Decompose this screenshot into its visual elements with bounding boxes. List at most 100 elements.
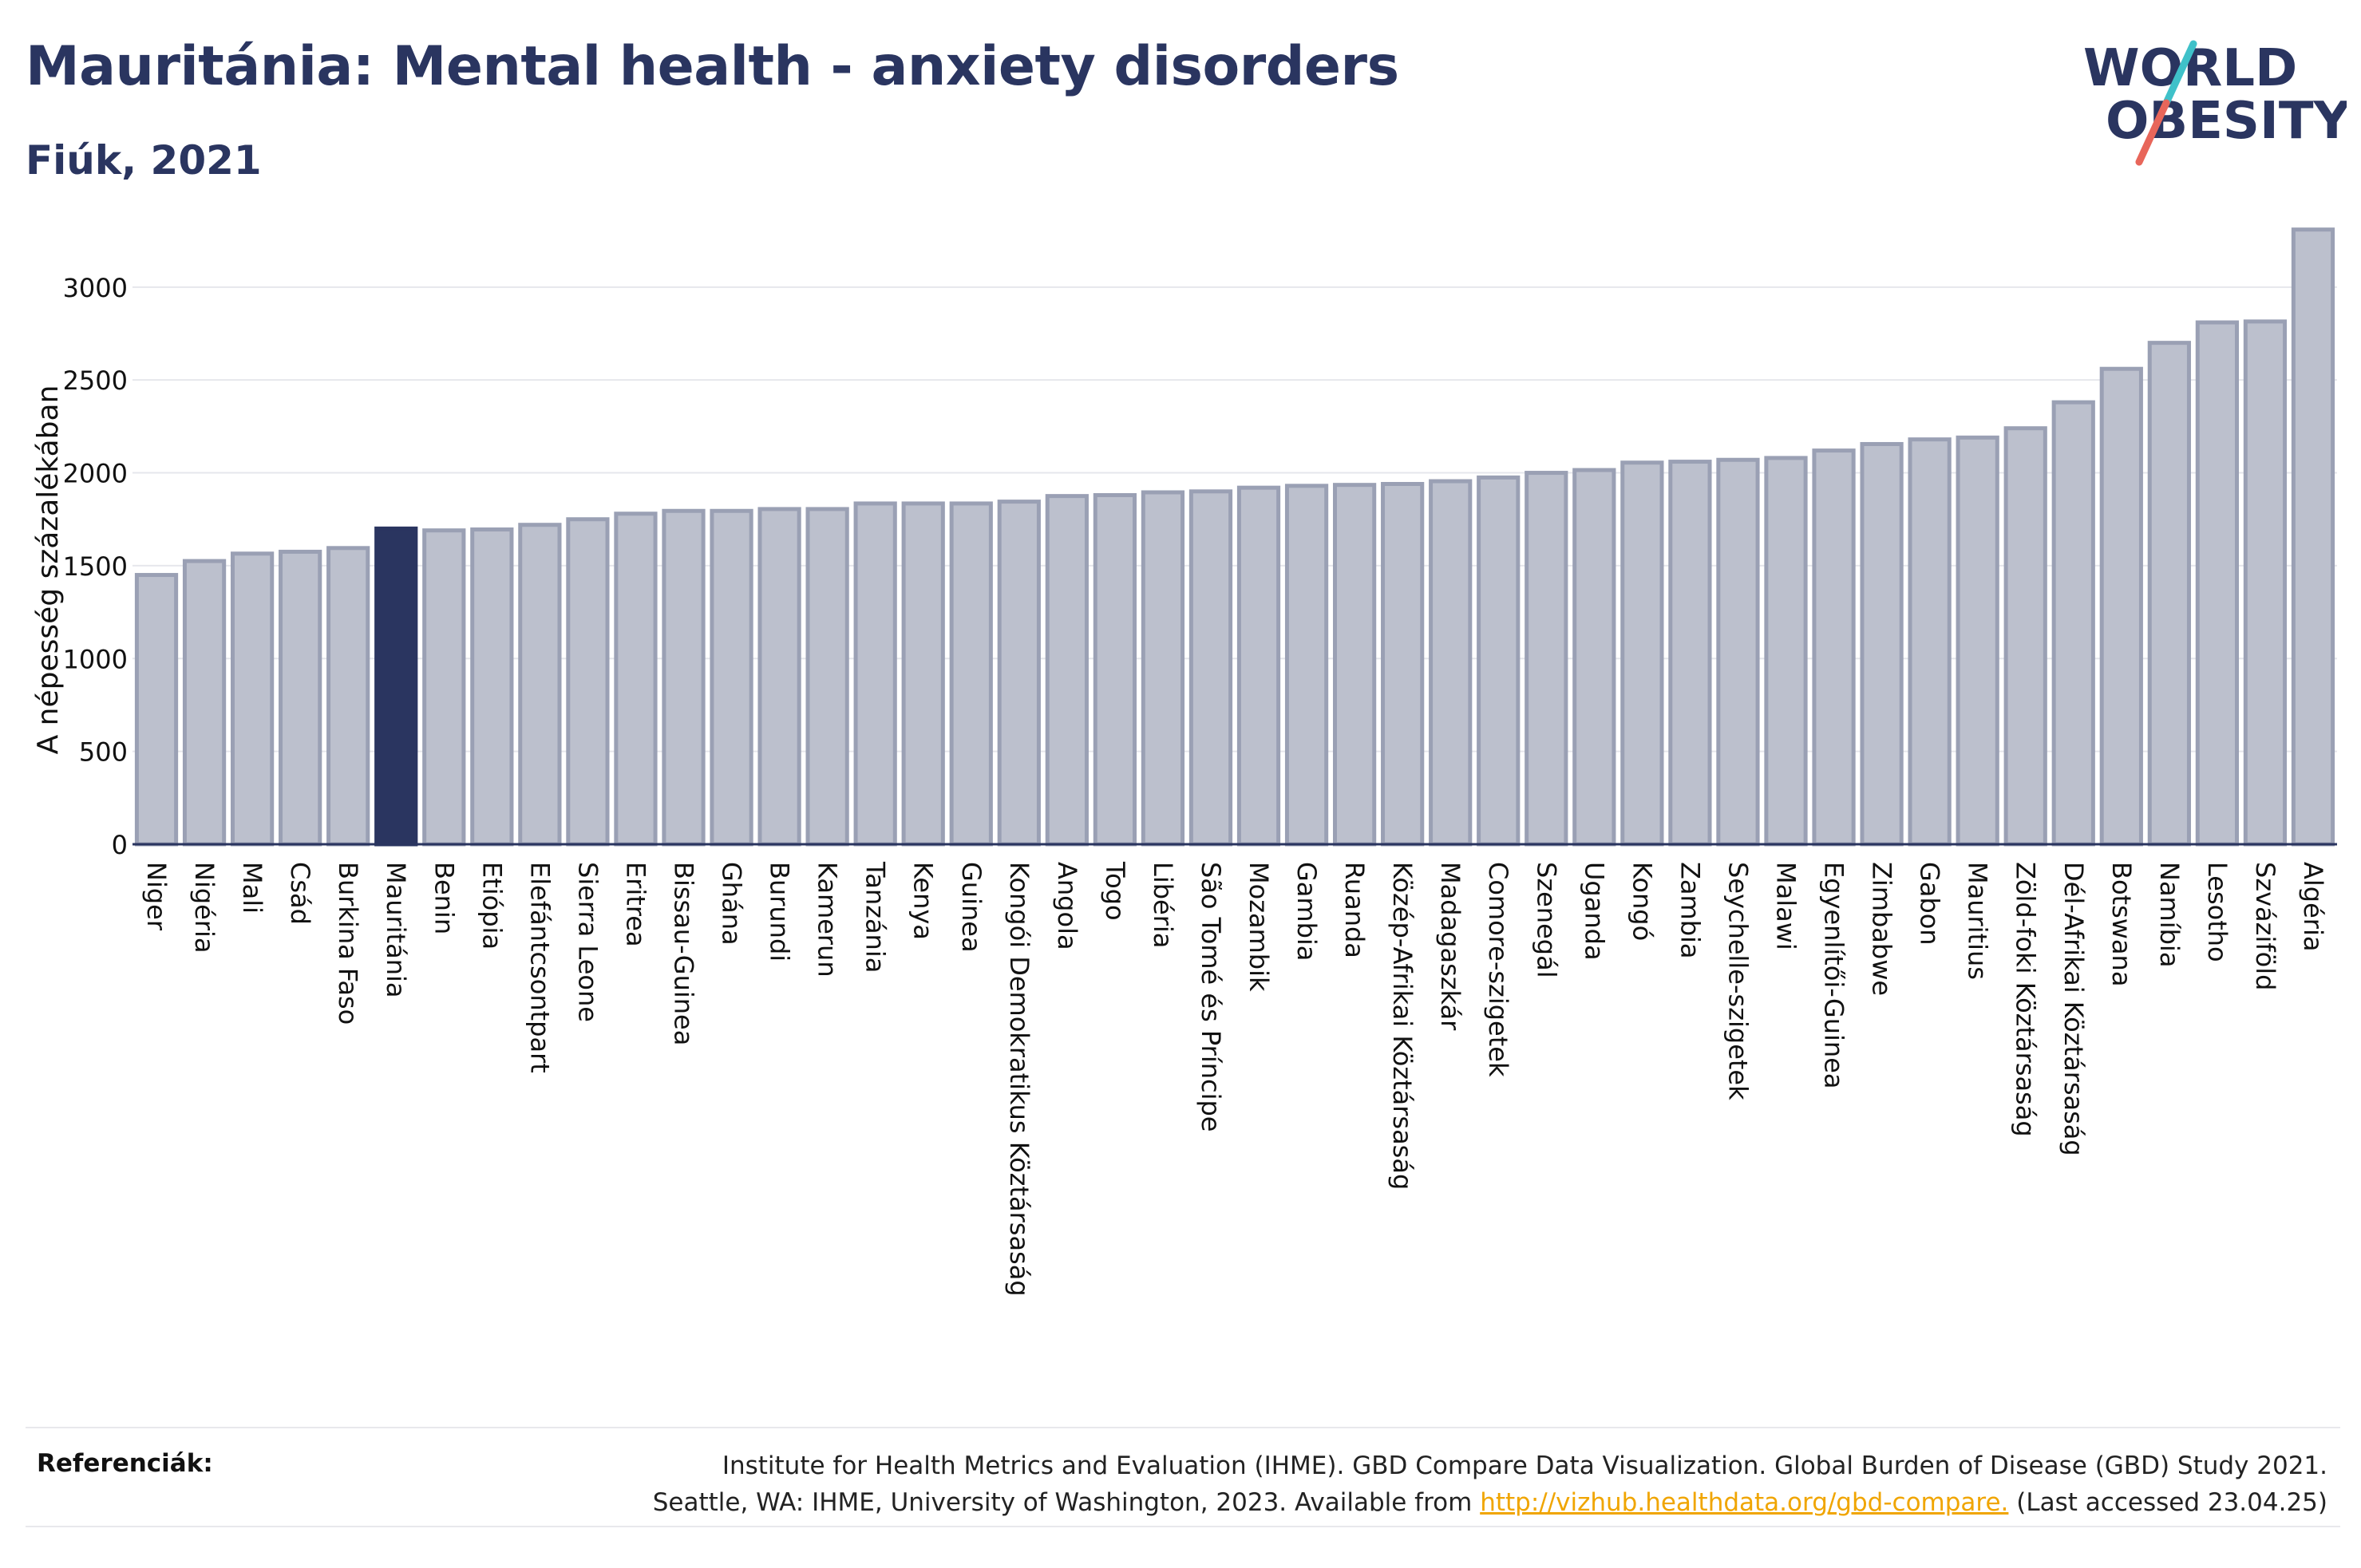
x-tick-label: Ghána bbox=[717, 862, 747, 946]
bar bbox=[1668, 460, 1712, 847]
bar bbox=[1956, 435, 1999, 847]
bar bbox=[757, 507, 801, 847]
x-tick-label: Algéria bbox=[2298, 862, 2328, 951]
footer-divider-top bbox=[26, 1427, 2340, 1428]
bar bbox=[470, 527, 514, 847]
bar bbox=[997, 500, 1041, 847]
footer-divider-bottom bbox=[26, 1526, 2340, 1527]
bar bbox=[2147, 341, 2191, 847]
bar bbox=[566, 517, 610, 847]
page-title: Mauritánia: Mental health - anxiety diso… bbox=[26, 35, 1399, 98]
x-tick-label: Lesotho bbox=[2202, 862, 2232, 962]
x-tick-label: Elefántcsontpart bbox=[524, 862, 555, 1073]
y-tick-label: 1000 bbox=[63, 644, 128, 674]
bar bbox=[1620, 460, 1664, 847]
y-tick-label: 2500 bbox=[63, 365, 128, 396]
x-tick-label: Zöld-foki Köztársaság bbox=[2011, 862, 2041, 1137]
bar bbox=[182, 559, 227, 847]
bar bbox=[949, 501, 993, 847]
bar bbox=[326, 546, 370, 847]
x-tick-label: Kenya bbox=[908, 862, 939, 940]
x-tick-label: Malawi bbox=[1771, 862, 1801, 950]
references-line-2-suffix: (Last accessed 23.04.25) bbox=[2008, 1488, 2327, 1517]
x-tick-label: Kamerun bbox=[813, 862, 843, 978]
bar-highlight bbox=[374, 526, 418, 847]
references-link[interactable]: http://vizhub.healthdata.org/gbd-compare… bbox=[1480, 1488, 2009, 1517]
bar bbox=[1812, 448, 1856, 847]
x-tick-label: Mozambik bbox=[1244, 862, 1274, 992]
bar bbox=[134, 573, 179, 847]
references-label: Referenciák: bbox=[37, 1449, 213, 1478]
bar-chart: 0 500 1000 1500 2000 2500 3000 A népesség száza… bbox=[32, 227, 2337, 1297]
x-tick-label: Gambia bbox=[1291, 862, 1322, 961]
x-tick-label: Botswana bbox=[2106, 862, 2137, 986]
bar bbox=[1332, 483, 1377, 847]
logo-slash-teal bbox=[2162, 40, 2197, 107]
bar bbox=[1477, 475, 1521, 847]
bar bbox=[1188, 489, 1233, 847]
y-tick-label: 0 bbox=[112, 830, 128, 860]
bar bbox=[614, 511, 658, 847]
references-line-1: Institute for Health Metrics and Evaluat… bbox=[722, 1451, 2327, 1480]
bar bbox=[1908, 437, 1952, 847]
y-tick-label: 2000 bbox=[63, 459, 128, 489]
x-tick-label: Zambia bbox=[1675, 862, 1705, 959]
x-tick-label: Ruanda bbox=[1339, 862, 1370, 958]
x-tick-label: Kongói Demokratikus Köztársaság bbox=[1004, 862, 1034, 1297]
y-axis-label: A népesség százalékában bbox=[32, 385, 65, 755]
bar bbox=[2291, 227, 2335, 847]
bar bbox=[2051, 400, 2095, 847]
x-tick-label: Guinea bbox=[956, 862, 987, 953]
x-tick-label: Mauritánia bbox=[381, 862, 411, 997]
bar bbox=[2195, 320, 2240, 847]
x-tick-label: Gabon bbox=[1915, 862, 1945, 946]
x-tick-label: Tanzánia bbox=[860, 861, 891, 973]
bar bbox=[1093, 492, 1137, 847]
x-tick-label: Comore-szigetek bbox=[1483, 862, 1513, 1077]
bar bbox=[422, 528, 466, 847]
x-tick-label: Csád bbox=[285, 862, 315, 925]
x-tick-label: Szváziföld bbox=[2250, 862, 2280, 990]
references-line-2-prefix: Seattle, WA: IHME, University of Washing… bbox=[652, 1488, 1481, 1517]
x-tick-label: Eritrea bbox=[620, 862, 651, 947]
x-tick-label: Sierra Leone bbox=[572, 862, 603, 1022]
x-tick-label: Dél-Afrikai Köztársaság bbox=[2058, 862, 2089, 1156]
bar bbox=[279, 549, 322, 847]
bar bbox=[710, 508, 753, 847]
x-tick-label: São Tomé és Príncipe bbox=[1196, 862, 1226, 1132]
x-tick-label: Nigéria bbox=[189, 862, 219, 953]
bar bbox=[2099, 366, 2143, 847]
bar bbox=[1764, 456, 1808, 847]
bar bbox=[2243, 319, 2288, 847]
bar bbox=[2003, 426, 2047, 847]
bar bbox=[853, 501, 897, 847]
bar bbox=[1381, 482, 1425, 847]
page-subtitle: Fiúk, 2021 bbox=[26, 137, 262, 184]
bar bbox=[518, 523, 562, 847]
bar bbox=[230, 551, 275, 847]
bar bbox=[662, 508, 706, 847]
x-tick-label: Mali bbox=[237, 862, 267, 914]
y-tick-label: 3000 bbox=[63, 273, 128, 303]
x-tick-label: Kongó bbox=[1627, 862, 1657, 941]
x-tick-label: Szenegál bbox=[1531, 862, 1561, 978]
bar bbox=[1045, 494, 1089, 847]
y-tick-label: 500 bbox=[79, 737, 128, 768]
bar bbox=[1429, 479, 1473, 847]
y-tick-label: 1500 bbox=[63, 551, 128, 582]
x-tick-label: Etiópia bbox=[477, 862, 507, 950]
x-tick-label: Namíbia bbox=[2154, 862, 2185, 967]
x-tick-label: Zimbabwe bbox=[1867, 862, 1897, 996]
x-tick-label: Madagaszkár bbox=[1435, 862, 1465, 1031]
bar bbox=[1525, 471, 1568, 847]
x-tick-label: Egyenlítői-Guinea bbox=[1819, 862, 1849, 1089]
x-tick-label: Seychelle-szigetek bbox=[1722, 862, 1753, 1100]
x-tick-label: Mauritius bbox=[1963, 862, 1993, 980]
x-tick-label: Közép-Afrikai Köztársaság bbox=[1387, 862, 1418, 1190]
bar bbox=[901, 501, 945, 847]
x-tick-label: Uganda bbox=[1579, 862, 1609, 961]
bar bbox=[1141, 490, 1185, 847]
x-tick-label: Togo bbox=[1100, 861, 1130, 921]
logo-slash-coral bbox=[2135, 99, 2170, 166]
bar bbox=[1284, 484, 1329, 847]
